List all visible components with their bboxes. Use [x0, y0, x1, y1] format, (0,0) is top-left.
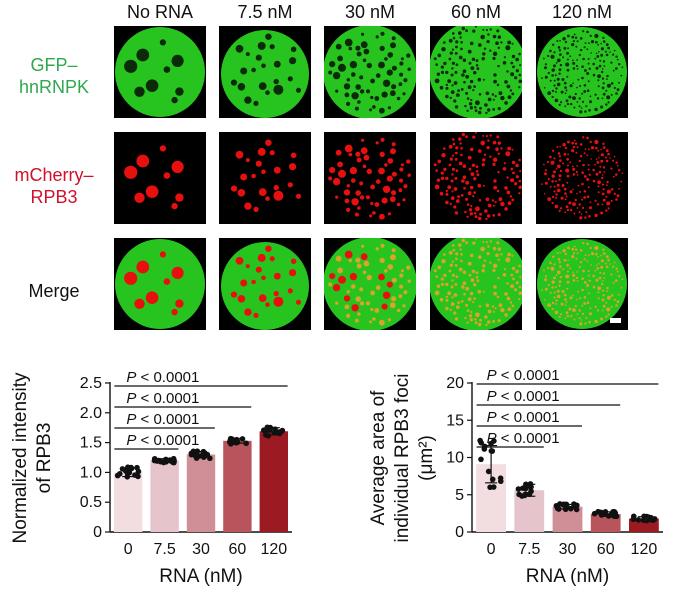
- chart1-point: [630, 516, 637, 523]
- chart1-point: [515, 486, 522, 492]
- row-label-merge: Merge: [0, 280, 108, 302]
- chart1-point: [574, 502, 580, 509]
- column-label-30nm: 30 nM: [344, 2, 396, 22]
- chart0-point: [226, 439, 233, 445]
- chart0-xlabel: RNA (nM): [159, 566, 242, 587]
- chart1-point: [490, 484, 497, 490]
- micrograph-merge-60nm: [430, 238, 522, 330]
- chart1-point: [497, 478, 504, 485]
- chart1-bar: [514, 490, 545, 532]
- chart0-point: [188, 450, 195, 457]
- chart1-ytick-label: 15: [446, 412, 464, 429]
- chart0-xtick-label: 7.5: [153, 541, 175, 558]
- chart0-ytick-label: 0: [93, 524, 102, 541]
- micrograph-gfp-120nm: [536, 26, 628, 118]
- row-label-gfp-line1: GFP–: [30, 55, 78, 75]
- micrograph-merge-30nm: [324, 238, 416, 330]
- chart1-point: [651, 516, 658, 522]
- micrograph-merge-120nm: [536, 238, 628, 330]
- chart0-bar: [150, 460, 179, 532]
- micrograph-gfp-7-5nm: [219, 26, 311, 118]
- chart0-point: [279, 427, 286, 434]
- micrograph-merge-7-5nm: [219, 238, 311, 330]
- column-label-60nm: 60 nM: [450, 2, 502, 22]
- chart1-point: [595, 508, 601, 515]
- chart0-p-value: P < 0.0001: [126, 432, 199, 449]
- row-label-mcherry-line2: RPB3: [30, 187, 78, 207]
- chart1-point: [613, 513, 620, 520]
- chart1-xtick-label: 0: [487, 541, 496, 558]
- micrograph-mcherry-no-rna: [114, 132, 206, 224]
- chart0-p-value: P < 0.0001: [126, 369, 199, 386]
- chart1-point: [521, 492, 528, 499]
- chart0-ytick-label: 0.5: [80, 494, 102, 511]
- column-label-120nm: 120 nM: [551, 2, 613, 22]
- chart0-p-value: P < 0.0001: [126, 390, 199, 407]
- chart1-ytick-label: 0: [455, 524, 464, 541]
- chart0-xtick-label: 60: [229, 541, 247, 558]
- chart1-xtick-label: 7.5: [518, 541, 540, 558]
- chart0-xtick-label: 0: [124, 541, 133, 558]
- chart0-p-value: P < 0.0001: [126, 411, 199, 428]
- chart0-point: [128, 464, 134, 471]
- chart0-point: [151, 457, 158, 464]
- chart1-xlabel: RNA (nM): [526, 566, 609, 587]
- chart1-point: [477, 437, 483, 444]
- chart0-point: [119, 466, 126, 472]
- chart0-ylabel: Normalized intensity of RPB3: [10, 372, 55, 544]
- row-label-mcherry-line1: mCherry–: [14, 165, 94, 185]
- micrograph-mcherry-7-5nm: [219, 132, 311, 224]
- chart1-ylabel: Average area of individual RPB3 foci (μm²): [368, 374, 437, 543]
- chart1-xtick-label: 30: [559, 541, 577, 558]
- chart0-ytick-label: 1.0: [80, 464, 102, 481]
- chart0-ytick-label: 2.5: [80, 375, 102, 392]
- column-label-7-5nm: 7.5 nM: [237, 2, 293, 22]
- chart1-point: [485, 468, 492, 475]
- chart1-xtick-label: 120: [631, 541, 658, 558]
- row-label-merge-line1: Merge: [28, 281, 80, 301]
- chart1-point: [523, 484, 530, 490]
- micrograph-gfp-no-rna: [114, 26, 206, 118]
- micrograph-mcherry-120nm: [536, 132, 628, 224]
- column-label-no-rna: No RNA: [126, 2, 193, 22]
- bar-charts: 0 0.5 1.0 1.5 2.0 2.5 0 7.5 30 60 120 P < 0.0001 P <…: [10, 367, 663, 587]
- chart1-point: [491, 438, 497, 444]
- chart1-p-value: P < 0.0001: [487, 409, 560, 426]
- chart1-point: [478, 456, 484, 463]
- chart1-ytick-label: 10: [446, 450, 464, 467]
- chart0-point: [264, 424, 271, 431]
- chart1-point: [610, 508, 616, 515]
- scale-bar: [610, 318, 621, 323]
- micrograph-mcherry-30nm: [324, 132, 416, 224]
- chart1-p-value: P < 0.0001: [487, 430, 560, 447]
- chart0-ytick-label: 2.0: [80, 405, 102, 422]
- chart0-xtick-label: 30: [192, 541, 210, 558]
- chart1-p-value: P < 0.0001: [487, 388, 560, 405]
- chart1-point: [481, 443, 488, 450]
- chart1-point: [554, 505, 561, 512]
- micrograph-gfp-60nm: [430, 26, 522, 118]
- chart1-p-value: P < 0.0001: [487, 367, 560, 384]
- chart0-xtick-label: 120: [260, 541, 287, 558]
- chart0-point: [116, 470, 123, 477]
- micrograph-mcherry-60nm: [430, 132, 522, 224]
- chart1-ytick-label: 5: [455, 487, 464, 504]
- row-label-mcherry: mCherry– RPB3: [0, 164, 108, 208]
- chart0-point: [263, 432, 269, 438]
- chart1-xtick-label: 60: [597, 541, 615, 558]
- chart0-point: [243, 440, 249, 447]
- row-label-gfp: GFP– hnRNPK: [0, 54, 108, 98]
- chart0-bar: [223, 440, 252, 532]
- chart0-bar: [114, 472, 143, 532]
- chart0-point: [134, 464, 140, 471]
- row-label-gfp-line2: hnRNPK: [18, 77, 90, 97]
- micrograph-gfp-30nm: [324, 26, 416, 118]
- chart0-bar: [259, 431, 288, 532]
- chart0-ytick-label: 1.5: [80, 435, 102, 452]
- micrograph-merge-no-rna: [114, 238, 206, 330]
- chart0-bar: [186, 454, 216, 532]
- chart1-ytick-label: 20: [446, 375, 464, 392]
